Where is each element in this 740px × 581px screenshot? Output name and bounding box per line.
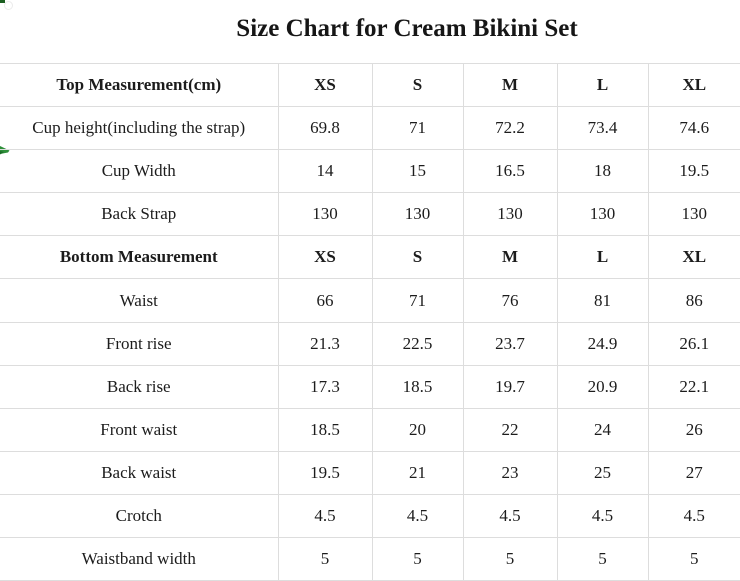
cropped-icon-fragment [0, 0, 5, 3]
measurement-value: 16.5 [462, 149, 557, 193]
section-header-row: Top Measurement(cm) XS S M L XL [0, 62, 740, 107]
measurement-value: 69.8 [277, 106, 372, 150]
measurement-value: 24.9 [556, 321, 648, 366]
measurement-value: 17.3 [277, 364, 372, 409]
measurement-value: 4.5 [371, 493, 463, 538]
size-column-header: S [371, 62, 463, 107]
measurement-value: 5 [647, 537, 740, 581]
measurement-value: 14 [277, 149, 372, 193]
section-header-label: Bottom Measurement [0, 235, 278, 279]
measurement-value: 22 [462, 407, 557, 452]
measurement-value: 20 [371, 407, 463, 452]
measurement-value: 19.5 [647, 149, 740, 193]
measurement-value: 130 [647, 192, 740, 236]
size-column-header: XL [647, 235, 740, 279]
measurement-value: 130 [371, 192, 463, 236]
measurement-value: 73.4 [556, 106, 648, 150]
measurement-value: 20.9 [556, 364, 648, 409]
measurement-row: Cup height(including the strap) 69.8 71 72.… [0, 106, 740, 150]
measurement-value: 4.5 [556, 493, 648, 538]
measurement-row: Front rise 21.3 22.5 23.7 24.9 26.1 [0, 321, 740, 366]
measurement-value: 5 [556, 537, 648, 581]
measurement-value: 26 [647, 407, 740, 452]
measurement-row: Back waist 19.5 21 23 25 27 [0, 450, 740, 495]
measurement-value: 27 [647, 450, 740, 495]
measurement-value: 21 [371, 450, 463, 495]
measurement-value: 66 [277, 278, 372, 323]
measurement-label: Cup height(including the strap) [0, 106, 278, 150]
size-chart-table: Top Measurement(cm) XS S M L XL Cup height(inc… [0, 62, 740, 581]
measurement-label: Back rise [0, 364, 278, 409]
measurement-label: Front waist [0, 407, 278, 452]
measurement-value: 4.5 [462, 493, 557, 538]
measurement-row: Waist 66 71 76 81 86 [0, 278, 740, 323]
measurement-row: Back rise 17.3 18.5 19.7 20.9 22.1 [0, 364, 740, 409]
measurement-value: 130 [462, 192, 557, 236]
measurement-label: Back waist [0, 450, 278, 495]
measurement-value: 4.5 [277, 493, 372, 538]
measurement-label: Cup Width [0, 149, 278, 193]
measurement-value: 19.5 [277, 450, 372, 495]
size-column-header: M [462, 62, 557, 107]
measurement-value: 72.2 [462, 106, 557, 150]
measurement-value: 4.5 [647, 493, 740, 538]
measurement-row: Front waist 18.5 20 22 24 26 [0, 407, 740, 452]
measurement-value: 5 [371, 537, 463, 581]
size-column-header: L [556, 235, 648, 279]
measurement-label: Waist [0, 278, 278, 323]
measurement-value: 26.1 [647, 321, 740, 366]
page-title: Size Chart for Cream Bikini Set [236, 15, 578, 42]
measurement-value: 15 [371, 149, 463, 193]
measurement-value: 24 [556, 407, 648, 452]
measurement-label: Front rise [0, 321, 278, 366]
measurement-value: 5 [462, 537, 557, 581]
size-column-header: S [371, 235, 463, 279]
measurement-value: 81 [556, 278, 648, 323]
measurement-row: Waistband width 5 5 5 5 5 [0, 537, 740, 581]
measurement-row: Back Strap 130 130 130 130 130 [0, 192, 740, 236]
measurement-value: 86 [647, 278, 740, 323]
measurement-label: Back Strap [0, 192, 278, 236]
measurement-value: 5 [277, 537, 372, 581]
measurement-value: 23 [462, 450, 557, 495]
measurement-value: 130 [556, 192, 648, 236]
measurement-value: 22.5 [371, 321, 463, 366]
size-column-header: L [556, 62, 648, 107]
measurement-label: Crotch [0, 493, 278, 538]
measurement-value: 71 [371, 106, 463, 150]
measurement-value: 18 [556, 149, 648, 193]
measurement-value: 25 [556, 450, 648, 495]
measurement-value: 130 [277, 192, 372, 236]
section-header-row: Bottom Measurement XS S M L XL [0, 235, 740, 279]
size-column-header: M [462, 235, 557, 279]
measurement-value: 74.6 [647, 106, 740, 150]
size-column-header: XL [647, 62, 740, 107]
measurement-value: 71 [371, 278, 463, 323]
measurement-row: Cup Width 14 15 16.5 18 19.5 [0, 149, 740, 193]
measurement-value: 18.5 [371, 364, 463, 409]
measurement-value: 76 [462, 278, 557, 323]
size-column-header: XS [277, 62, 372, 107]
section-header-label: Top Measurement(cm) [0, 62, 278, 107]
measurement-value: 21.3 [277, 321, 372, 366]
measurement-value: 23.7 [462, 321, 557, 366]
size-column-header: XS [277, 235, 372, 279]
measurement-value: 19.7 [462, 364, 557, 409]
cropped-icon-fragment [4, 1, 13, 10]
measurement-value: 22.1 [647, 364, 740, 409]
measurement-row: Crotch 4.5 4.5 4.5 4.5 4.5 [0, 493, 740, 538]
measurement-label: Waistband width [0, 537, 278, 581]
measurement-value: 18.5 [277, 407, 372, 452]
